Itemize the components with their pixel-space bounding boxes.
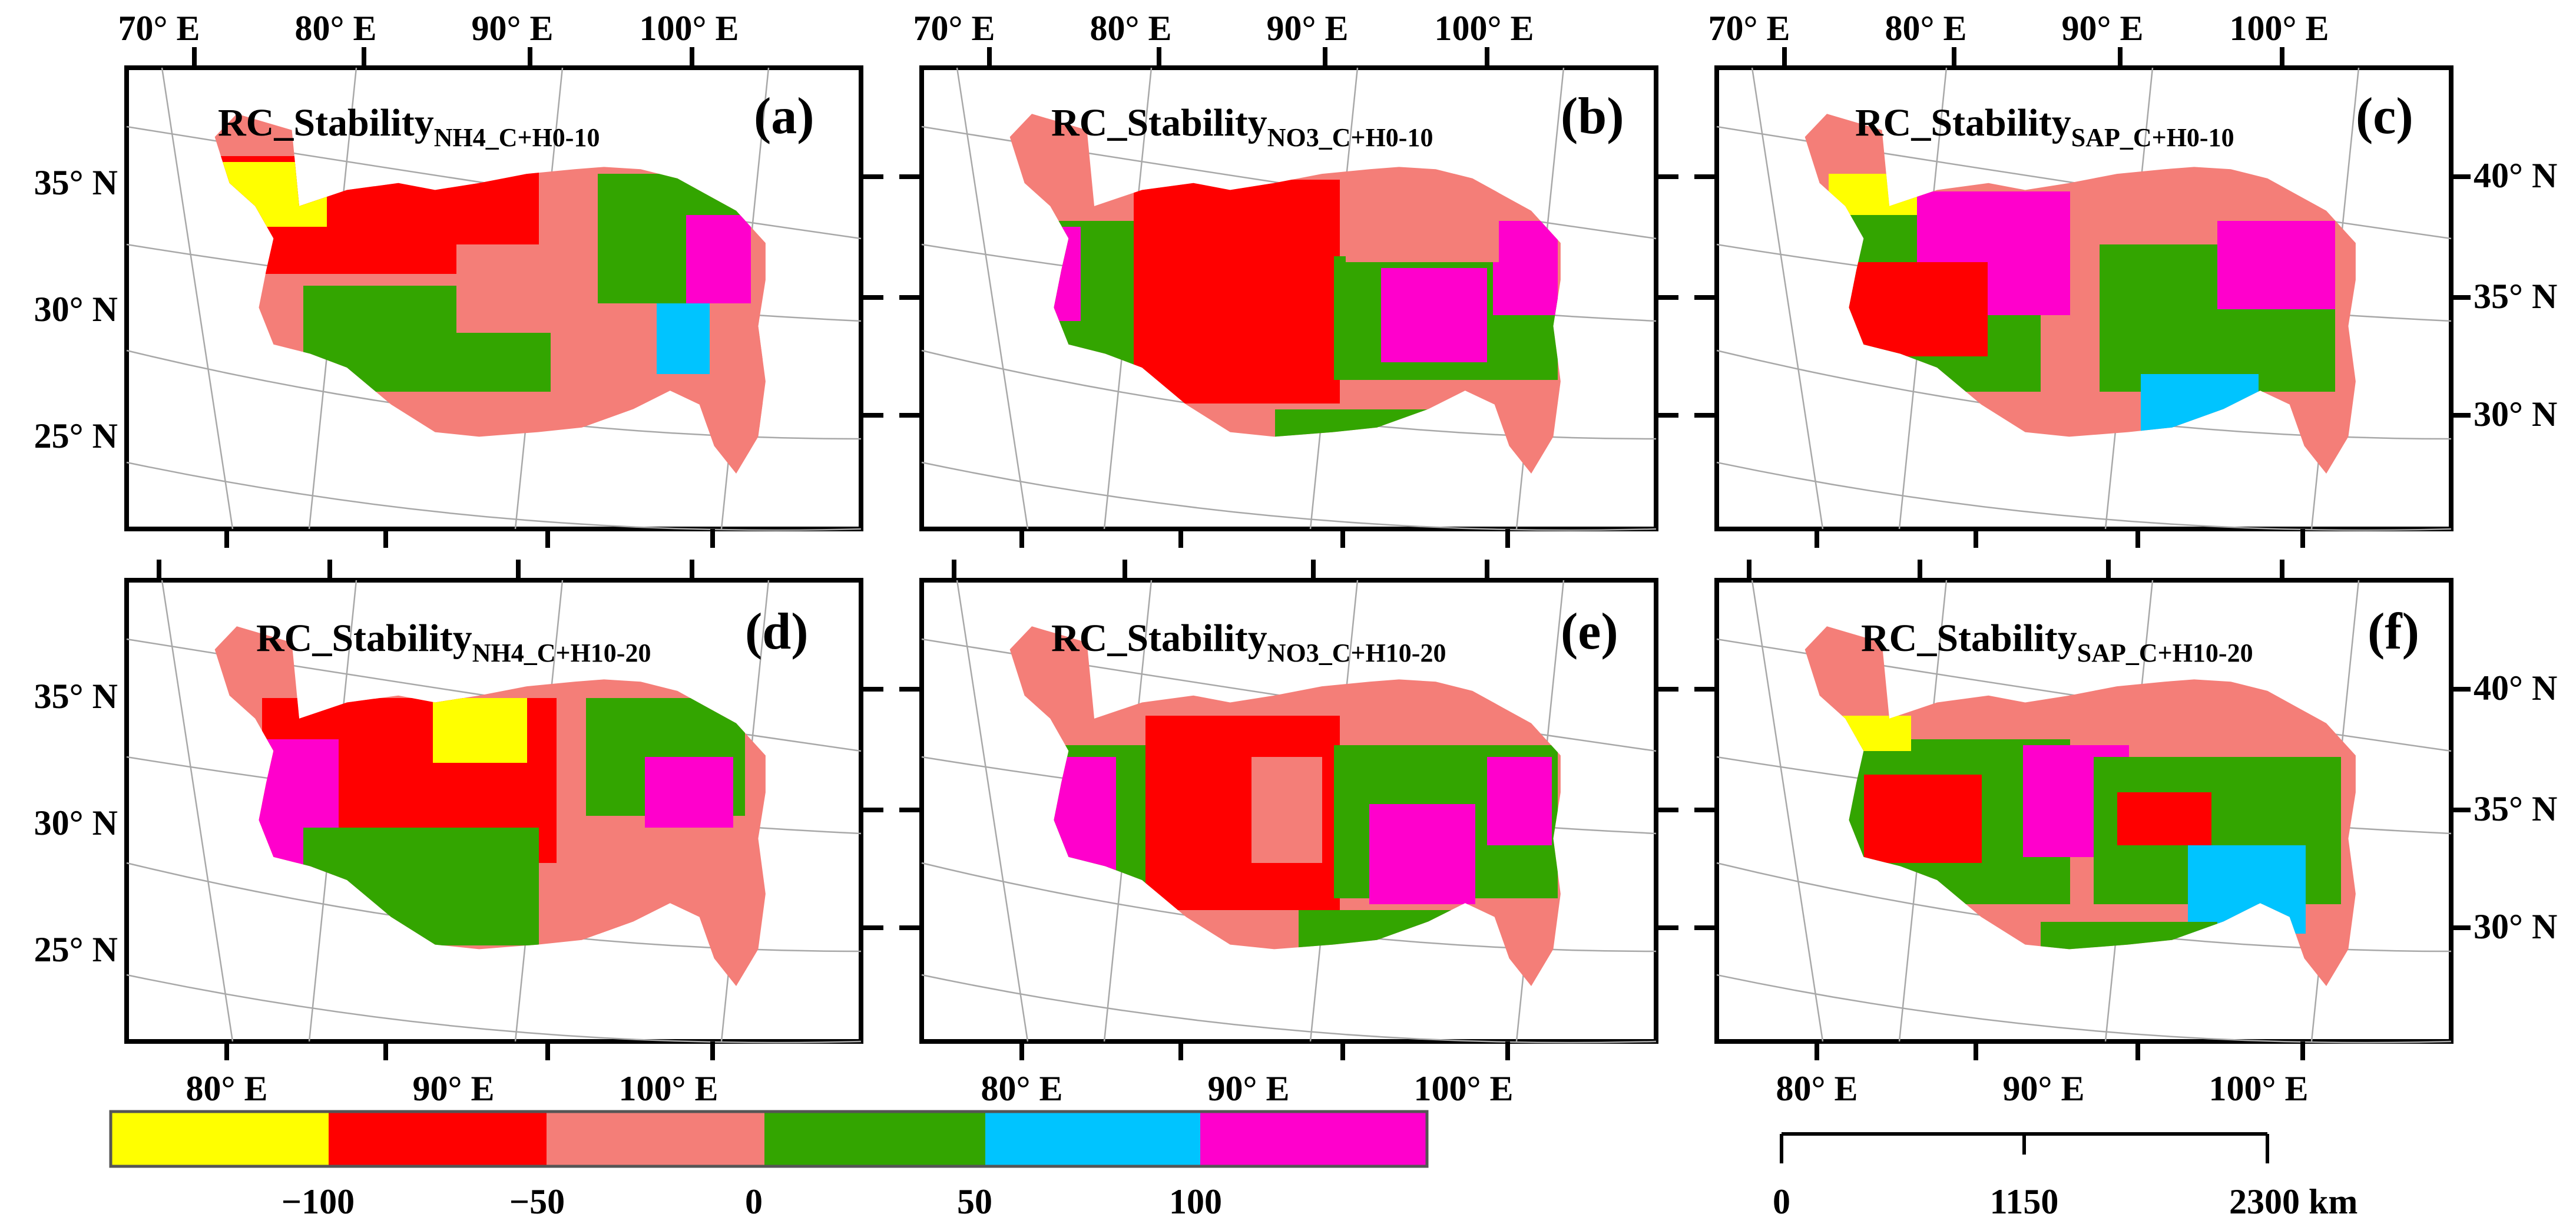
legend-tick-label: −100: [282, 1182, 355, 1221]
lon-label: 70° E: [1708, 9, 1790, 48]
lon-label: 100° E: [2229, 9, 2329, 48]
panel-title: RC_StabilityNO3_C+H0-10: [1051, 101, 1433, 152]
panel-titles: RC_StabilityNH4_C+H0-10 (a) RC_Stability…: [218, 88, 2419, 667]
panel-letter: (b): [1561, 88, 1624, 145]
panel-letter: (a): [754, 88, 814, 145]
lon-label: 100° E: [2209, 1069, 2308, 1108]
panel-e: [919, 578, 1658, 1044]
lat-label: 30° N: [2474, 907, 2557, 946]
lon-label: 100° E: [1434, 9, 1534, 48]
lon-label: 90° E: [471, 9, 553, 48]
lon-label: 70° E: [118, 9, 200, 48]
lon-label: 100° E: [618, 1069, 718, 1108]
lon-label: 100° E: [639, 9, 739, 48]
lat-label: 30° N: [2474, 395, 2557, 434]
panel-title: RC_StabilitySAP_C+H10-20: [1861, 617, 2253, 667]
lon-label: 80° E: [1776, 1069, 1857, 1108]
panel-a: [124, 65, 863, 531]
legend-tick-label: 100: [1169, 1182, 1222, 1221]
lat-label: 25° N: [34, 416, 118, 455]
legend-swatch: [764, 1112, 985, 1166]
scale-bar: 0 1150 2300 km: [1773, 1132, 2358, 1221]
lat-label: 35° N: [2474, 277, 2557, 316]
lon-label: 80° E: [1885, 9, 1966, 48]
lon-label: 80° E: [1090, 9, 1171, 48]
lat-label: 30° N: [34, 290, 118, 329]
panel-title: RC_StabilitySAP_C+H0-10: [1855, 101, 2234, 152]
panel-d: [124, 578, 863, 1044]
lat-label: 40° N: [2474, 669, 2557, 707]
lon-label: 80° E: [186, 1069, 267, 1108]
lon-label: 90° E: [2061, 9, 2143, 48]
scale-label: 2300 km: [2229, 1182, 2358, 1221]
legend-swatch: [547, 1112, 764, 1166]
scale-label: 0: [1773, 1182, 1790, 1221]
lat-label: 35° N: [34, 677, 118, 716]
scale-label: 1150: [1990, 1182, 2059, 1221]
color-legend: −100 −50 0 50 100: [109, 1110, 1429, 1221]
lat-label: 40° N: [2474, 156, 2557, 195]
legend-swatch: [1200, 1112, 1427, 1166]
panel-letter: (d): [745, 603, 809, 660]
lon-label: 80° E: [981, 1069, 1062, 1108]
bottom-lon-labels: 80° E 90° E 100° E 80° E 90° E 100° E 80…: [186, 1069, 2308, 1108]
panel-letter: (e): [1561, 603, 1618, 660]
panel-title: RC_StabilityNH4_C+H10-20: [256, 617, 651, 667]
lon-label: 70° E: [913, 9, 995, 48]
lat-label: 25° N: [34, 930, 118, 969]
panel-title: RC_StabilityNO3_C+H10-20: [1051, 617, 1446, 667]
panel-letter: (c): [2356, 88, 2413, 145]
panel-f: [1714, 578, 2454, 1044]
panel-title: RC_StabilityNH4_C+H0-10: [218, 101, 600, 152]
legend-swatch: [111, 1112, 329, 1166]
right-lat-labels: 40° N 35° N 30° N 40° N 35° N 30° N: [2474, 156, 2557, 946]
lat-label: 30° N: [34, 803, 118, 842]
axis-ticks: [157, 47, 2471, 1060]
lat-label: 35° N: [2474, 789, 2557, 828]
panel-letter: (f): [2368, 603, 2419, 660]
panel-b: [919, 65, 1658, 531]
top-lon-labels: 70° E 80° E 90° E 100° E 70° E 80° E 90°…: [118, 9, 2329, 48]
lon-label: 80° E: [294, 9, 376, 48]
legend-tick-label: 50: [957, 1182, 992, 1221]
lon-label: 100° E: [1413, 1069, 1513, 1108]
lon-label: 90° E: [1207, 1069, 1289, 1108]
panel-c: [1714, 65, 2454, 531]
lat-label: 35° N: [34, 163, 118, 202]
lon-label: 90° E: [412, 1069, 494, 1108]
legend-swatch: [985, 1112, 1200, 1166]
lon-label: 90° E: [1266, 9, 1348, 48]
legend-tick-label: 0: [745, 1182, 763, 1221]
lon-label: 90° E: [2002, 1069, 2084, 1108]
legend-swatch: [329, 1112, 547, 1166]
left-lat-labels: 35° N 30° N 25° N 35° N 30° N 25° N: [34, 163, 118, 969]
legend-tick-label: −50: [509, 1182, 565, 1221]
